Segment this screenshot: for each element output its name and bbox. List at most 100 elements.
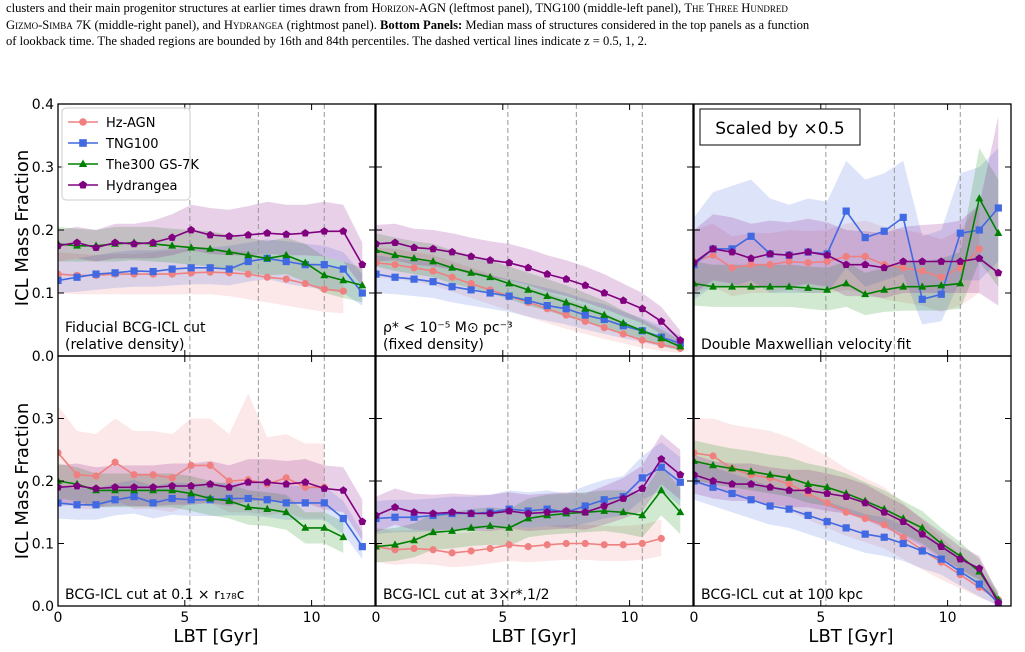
data-point bbox=[320, 523, 329, 531]
data-point bbox=[282, 257, 290, 266]
data-point bbox=[410, 264, 418, 272]
legend-entry: TNG100 bbox=[105, 137, 159, 152]
data-point bbox=[130, 483, 139, 491]
data-point bbox=[562, 275, 571, 283]
y-tick-label: 0.3 bbox=[32, 160, 54, 176]
data-point bbox=[111, 269, 119, 277]
data-point bbox=[709, 244, 717, 253]
x-tick-label: 0 bbox=[54, 610, 63, 626]
data-point bbox=[467, 252, 476, 260]
series-the300-gs-7k bbox=[376, 245, 685, 350]
data-point bbox=[301, 499, 309, 507]
data-point bbox=[339, 227, 348, 235]
x-tick-label: 5 bbox=[180, 610, 189, 626]
data-point bbox=[638, 539, 646, 548]
data-point bbox=[994, 228, 1003, 237]
data-point bbox=[467, 509, 476, 517]
data-point bbox=[429, 546, 437, 554]
data-point bbox=[747, 261, 755, 269]
data-point bbox=[130, 493, 138, 501]
data-point bbox=[301, 478, 310, 486]
panel-5: 0 5 10 BCG-ICL cut at 3×r*,1/2 bbox=[372, 355, 694, 626]
data-point bbox=[676, 342, 685, 350]
data-point bbox=[918, 529, 927, 538]
data-point bbox=[448, 263, 457, 271]
data-point bbox=[709, 282, 717, 290]
data-point bbox=[505, 506, 514, 515]
data-point bbox=[111, 483, 119, 491]
y-tick-label: 0.2 bbox=[32, 223, 54, 239]
series-tng100 bbox=[694, 477, 1002, 606]
series-line bbox=[694, 248, 980, 279]
data-point bbox=[448, 526, 457, 534]
data-point bbox=[282, 499, 290, 507]
data-point bbox=[448, 508, 457, 516]
legend-box bbox=[61, 107, 191, 201]
x-tick-label: 0 bbox=[372, 610, 381, 626]
data-point bbox=[58, 483, 62, 491]
data-point bbox=[657, 454, 666, 463]
data-point bbox=[429, 267, 437, 275]
caption-horizon: Horizon bbox=[371, 1, 415, 15]
data-point bbox=[524, 543, 532, 551]
data-point bbox=[429, 257, 438, 265]
x-axis-label-2: LBT [Gyr] bbox=[491, 626, 576, 647]
data-point bbox=[937, 257, 946, 265]
data-point bbox=[376, 511, 380, 519]
data-point bbox=[225, 265, 233, 273]
data-point bbox=[206, 230, 215, 239]
data-point bbox=[994, 204, 1002, 212]
data-point bbox=[376, 259, 380, 267]
panel-2: ρ* < 10⁻⁵ M⊙ pc⁻³(fixed density) bbox=[375, 103, 694, 357]
data-point bbox=[937, 273, 945, 281]
data-point bbox=[823, 251, 832, 259]
data-point bbox=[505, 258, 514, 267]
data-point bbox=[263, 229, 272, 237]
data-point bbox=[747, 479, 755, 488]
data-point bbox=[562, 311, 570, 319]
data-point bbox=[282, 507, 291, 516]
data-point bbox=[785, 486, 794, 494]
data-point bbox=[244, 478, 253, 486]
data-point bbox=[376, 239, 380, 248]
data-point bbox=[747, 282, 756, 290]
data-point bbox=[918, 295, 926, 303]
data-point bbox=[823, 518, 831, 526]
data-point bbox=[505, 523, 514, 531]
band-the300-gs-7k bbox=[58, 463, 344, 553]
y-tick-label: 0.0 bbox=[32, 349, 54, 365]
data-point bbox=[619, 507, 628, 516]
data-point bbox=[320, 261, 328, 269]
data-point bbox=[58, 276, 62, 284]
panel-plot-area bbox=[58, 356, 367, 606]
data-point bbox=[149, 238, 158, 246]
data-point bbox=[728, 479, 736, 488]
data-point bbox=[880, 285, 889, 293]
data-point bbox=[358, 260, 367, 268]
panel-label: Double Maxwellian velocity fit bbox=[701, 337, 912, 353]
data-point bbox=[358, 289, 366, 297]
scaled-box: Scaled by ×0.5 bbox=[699, 108, 861, 146]
legend: Hz-AGN TNG100 The300 GS-7K Hydrangea bbox=[61, 107, 199, 201]
data-point bbox=[73, 471, 81, 479]
data-point bbox=[524, 509, 533, 517]
data-point bbox=[785, 473, 794, 481]
data-point bbox=[785, 257, 793, 266]
data-point bbox=[638, 336, 646, 344]
data-point bbox=[899, 282, 908, 290]
figure-caption: clusters and their main progenitor struc… bbox=[6, 0, 1018, 50]
data-point bbox=[657, 486, 666, 494]
data-point bbox=[880, 508, 889, 516]
series-tng100 bbox=[58, 493, 366, 551]
data-point bbox=[747, 232, 755, 240]
data-point bbox=[619, 541, 627, 549]
data-point bbox=[638, 511, 647, 519]
data-point bbox=[543, 291, 552, 300]
data-point bbox=[168, 486, 177, 494]
data-point bbox=[168, 241, 177, 249]
data-point bbox=[282, 479, 291, 488]
series-hz-agn bbox=[694, 245, 983, 281]
y-tick-label: 0.4 bbox=[32, 97, 54, 113]
data-point bbox=[937, 281, 946, 289]
series-line bbox=[58, 480, 344, 539]
